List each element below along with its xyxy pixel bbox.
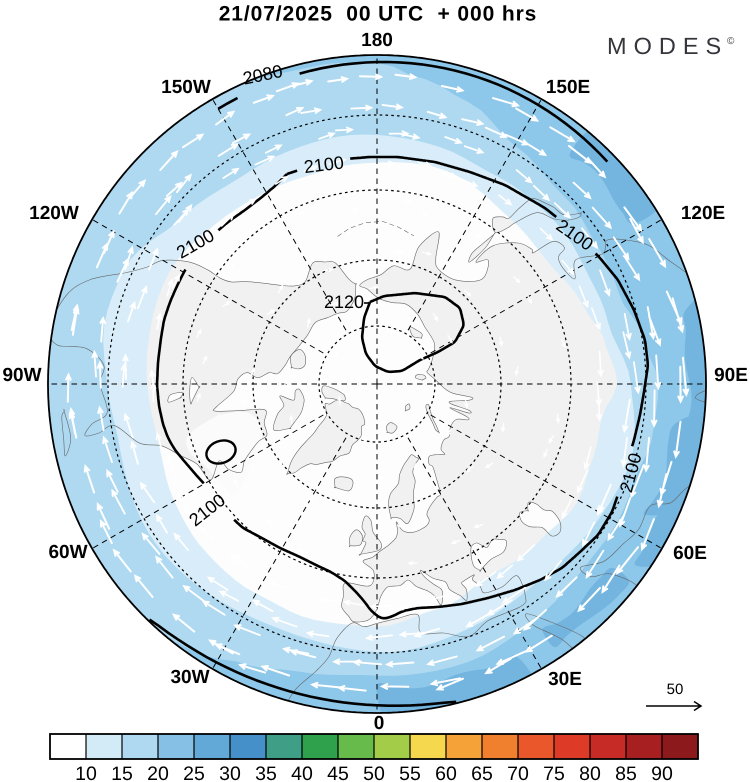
svg-text:MODES: MODES	[607, 33, 728, 59]
svg-text:150E: 150E	[546, 77, 590, 98]
svg-text:120E: 120E	[681, 203, 725, 224]
svg-text:21/07/2025 00 UTC + 000 hrs: 21/07/2025 00 UTC + 000 hrs	[219, 3, 538, 26]
svg-text:2120: 2120	[324, 292, 364, 312]
svg-text:25: 25	[183, 763, 205, 782]
svg-text:60E: 60E	[673, 543, 707, 564]
svg-text:70: 70	[507, 763, 529, 782]
svg-text:180: 180	[361, 30, 393, 51]
svg-text:2100: 2100	[303, 152, 345, 177]
svg-text:30E: 30E	[548, 669, 582, 690]
svg-text:35: 35	[255, 763, 277, 782]
svg-text:40: 40	[291, 763, 313, 782]
svg-text:20: 20	[147, 763, 169, 782]
svg-text:50: 50	[667, 681, 684, 698]
svg-text:85: 85	[615, 763, 637, 782]
svg-text:30W: 30W	[170, 667, 209, 688]
svg-text:15: 15	[111, 763, 133, 782]
svg-text:90W: 90W	[2, 365, 41, 386]
svg-text:150W: 150W	[161, 77, 211, 98]
svg-text:45: 45	[327, 763, 349, 782]
svg-text:90E: 90E	[714, 365, 748, 386]
svg-text:60: 60	[435, 763, 457, 782]
svg-text:50: 50	[363, 763, 385, 782]
svg-text:120W: 120W	[29, 203, 79, 224]
svg-text:75: 75	[543, 763, 565, 782]
svg-text:55: 55	[399, 763, 421, 782]
svg-text:80: 80	[579, 763, 601, 782]
svg-text:0: 0	[374, 713, 385, 734]
svg-text:30: 30	[219, 763, 241, 782]
svg-text:60W: 60W	[48, 542, 87, 563]
svg-text:10: 10	[75, 763, 97, 782]
svg-text:©: ©	[727, 36, 735, 47]
svg-text:90: 90	[651, 763, 673, 782]
svg-text:65: 65	[471, 763, 493, 782]
